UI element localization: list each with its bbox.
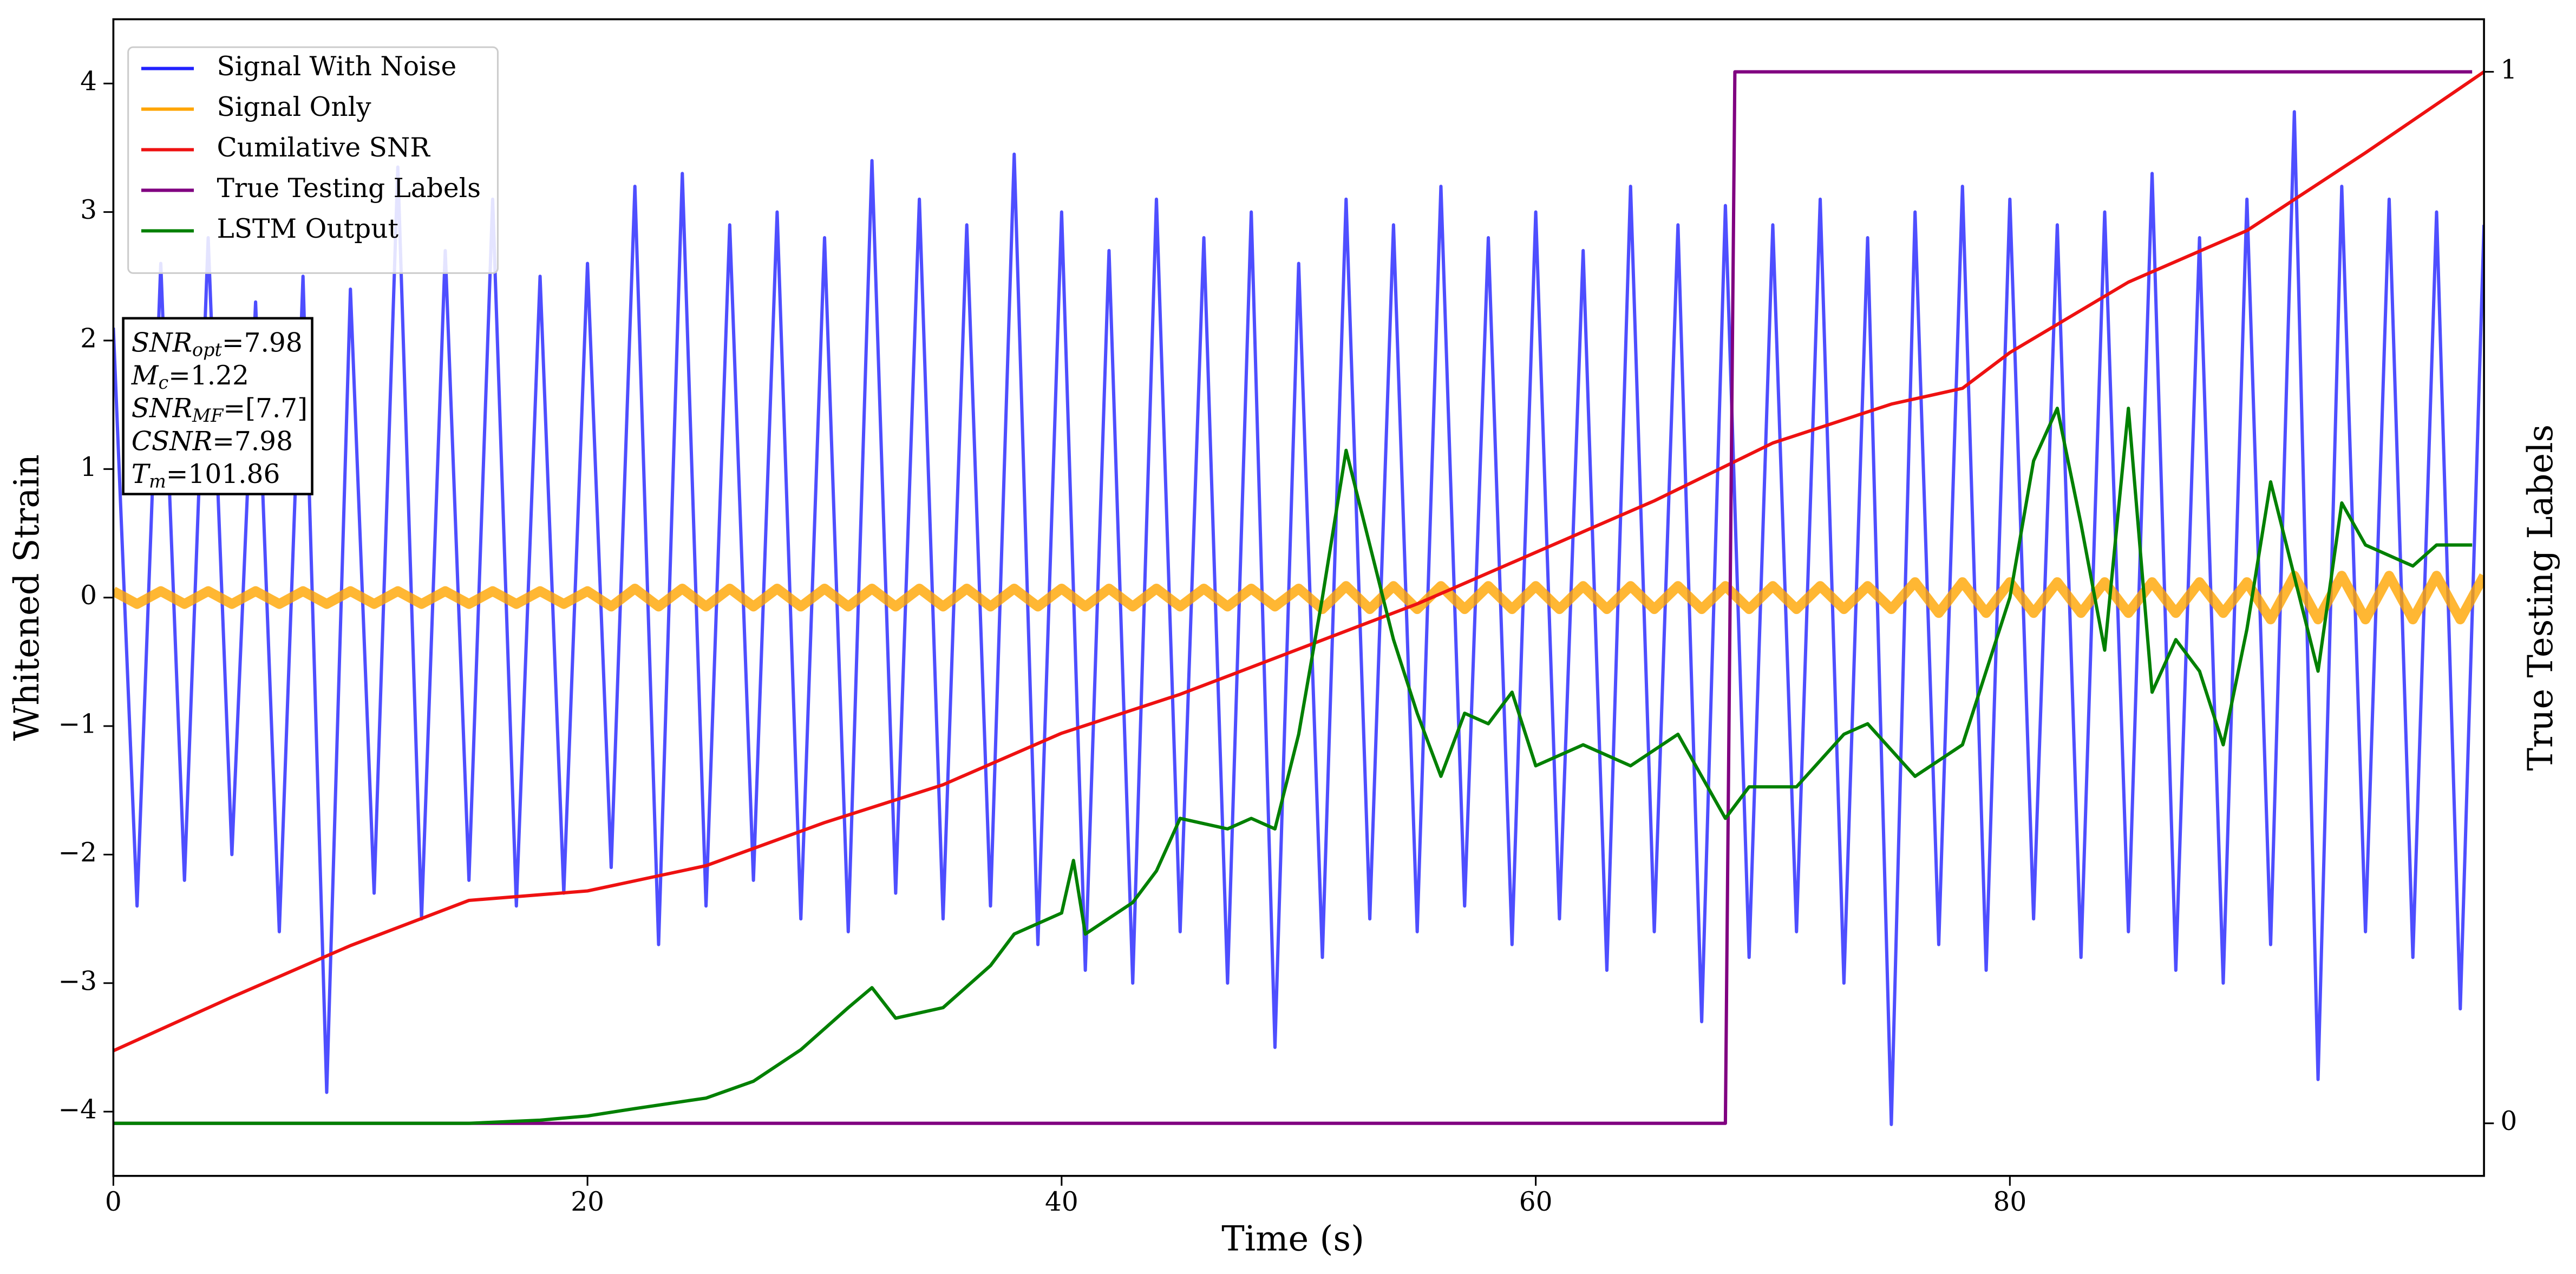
x-tick-label: 0 bbox=[105, 1187, 122, 1217]
x-tick-label: 80 bbox=[1993, 1187, 2026, 1217]
y-axis-label: Whitened Strain bbox=[7, 454, 47, 741]
line-series bbox=[113, 70, 2485, 1053]
legend-label: Signal Only bbox=[217, 92, 372, 122]
annotation-box bbox=[122, 317, 313, 495]
annotation-line: SNRopt=7.98 bbox=[132, 328, 303, 361]
annotation-line: Tm=101.86 bbox=[132, 459, 280, 492]
annotation-subscript: MF bbox=[192, 405, 224, 426]
plot-area bbox=[113, 70, 2485, 1126]
annotation-symbol: CSNR bbox=[132, 426, 212, 456]
x-tick-label: 60 bbox=[1519, 1187, 1553, 1217]
annotation-symbol: SNR bbox=[132, 393, 192, 423]
annotation-text: =7.98 bbox=[222, 328, 303, 358]
annotation-symbol: SNR bbox=[132, 328, 192, 358]
y-tick-label: −3 bbox=[58, 966, 97, 996]
x-tick-label: 20 bbox=[571, 1187, 604, 1217]
y-tick-label: 4 bbox=[80, 67, 97, 97]
y2-tick-label: 0 bbox=[2500, 1106, 2517, 1136]
annotation-text: =7.98 bbox=[212, 426, 293, 456]
line-series bbox=[113, 70, 2473, 1125]
annotation-text: =1.22 bbox=[168, 361, 249, 391]
annotation-subscript: opt bbox=[192, 339, 222, 361]
annotation-line: Mc=1.22 bbox=[131, 361, 249, 394]
y-tick-label: 0 bbox=[80, 580, 97, 611]
x-tick-label: 40 bbox=[1045, 1187, 1078, 1217]
y-tick-label: 3 bbox=[80, 195, 97, 225]
line-series bbox=[113, 110, 2485, 1126]
y-tick-label: −1 bbox=[58, 709, 97, 740]
y2-axis-label: True Testing Labels bbox=[2521, 424, 2561, 771]
legend-label: LSTM Output bbox=[217, 214, 399, 244]
y-tick-label: 1 bbox=[80, 452, 97, 482]
legend-label: Cumilative SNR bbox=[217, 133, 431, 163]
annotation-text: =[7.7] bbox=[223, 393, 308, 423]
y-tick-label: −2 bbox=[58, 838, 97, 868]
y-tick-label: −4 bbox=[58, 1095, 97, 1125]
y-tick-label: 2 bbox=[80, 323, 97, 354]
y2-tick-label: 1 bbox=[2500, 55, 2517, 85]
annotation-line: SNRMF=[7.7] bbox=[132, 393, 308, 426]
annotation-subscript: c bbox=[158, 372, 168, 393]
annotation-symbol: T bbox=[132, 459, 151, 489]
line-series bbox=[113, 407, 2473, 1125]
legend-box bbox=[127, 46, 499, 274]
annotation-subscript: m bbox=[149, 471, 166, 492]
legend-label: True Testing Labels bbox=[217, 173, 481, 204]
line-series bbox=[113, 571, 2485, 625]
annotation-text: =101.86 bbox=[166, 459, 280, 489]
annotation-symbol: M bbox=[131, 361, 159, 391]
legend-label: Signal With Noise bbox=[217, 51, 457, 82]
x-axis-label: Time (s) bbox=[1221, 1219, 1364, 1259]
annotation-line: CSNR=7.98 bbox=[132, 426, 293, 456]
